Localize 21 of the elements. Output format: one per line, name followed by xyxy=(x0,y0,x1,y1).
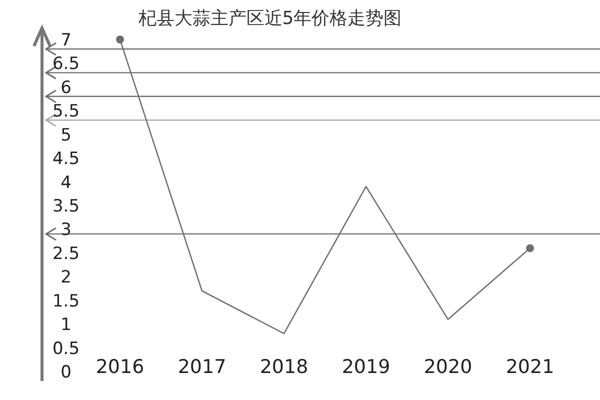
y-tick-label: 4.5 xyxy=(52,149,80,170)
y-tick-label: 1.5 xyxy=(52,291,80,312)
y-tick-label: 6.5 xyxy=(52,54,80,74)
y-tick-label: 0 xyxy=(60,362,72,383)
x-tick-label: 2017 xyxy=(178,356,226,378)
y-tick-label: 2 xyxy=(60,268,72,288)
y-tick-label: 7 xyxy=(60,30,72,50)
y-tick-label: 6 xyxy=(60,78,72,98)
y-tick-label: 3.5 xyxy=(52,196,80,216)
x-tick-label: 2021 xyxy=(506,356,554,378)
x-tick-label: 2019 xyxy=(342,356,390,378)
y-tick-label: 2.5 xyxy=(52,244,80,264)
y-tick-label: 1 xyxy=(60,315,72,336)
chart-title: 杞县大蒜主产区近5年价格走势图 xyxy=(137,8,402,29)
x-tick-label: 2018 xyxy=(260,356,308,378)
y-tick-label: 5 xyxy=(60,125,72,146)
y-tick-label: 5.5 xyxy=(52,102,80,122)
x-tick-label: 2020 xyxy=(424,356,472,378)
y-tick-label: 0.5 xyxy=(52,338,80,359)
y-tick-label: 4 xyxy=(60,172,72,193)
x-tick-label: 2016 xyxy=(96,356,144,378)
